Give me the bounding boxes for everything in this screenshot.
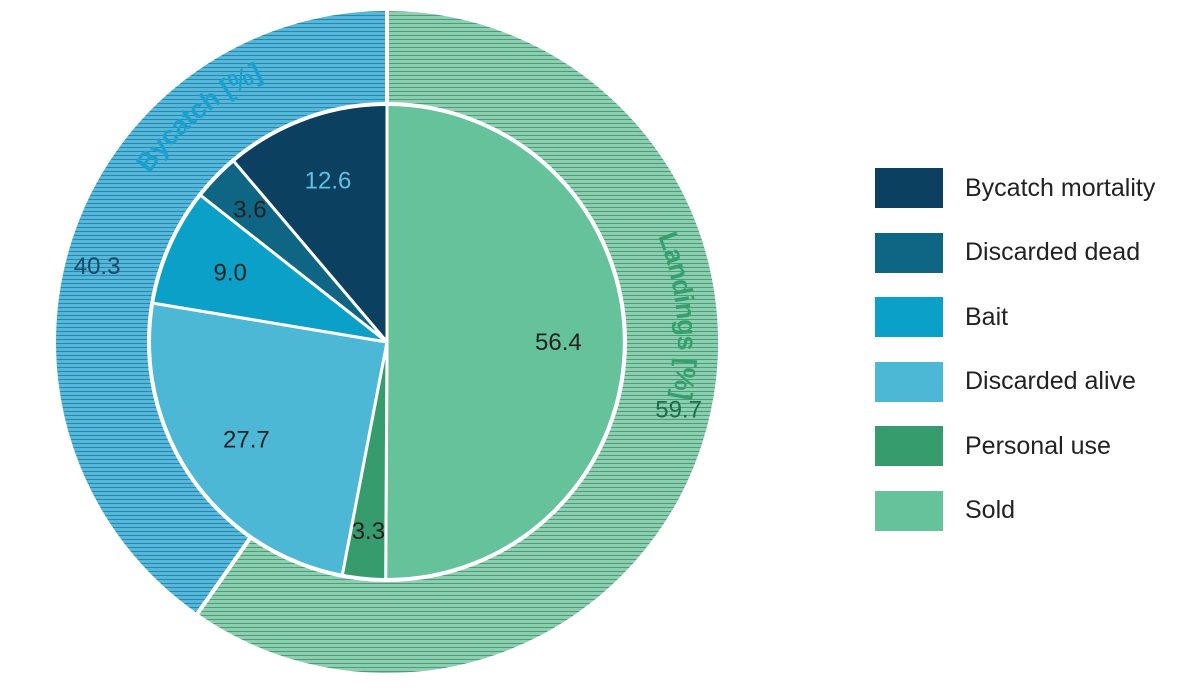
legend-item-sold: Sold (875, 490, 1155, 531)
legend-item-bycatch-mortality: Bycatch mortality (875, 168, 1155, 208)
legend-item-bait: Bait (875, 297, 1155, 337)
legend-label: Discarded alive (965, 367, 1136, 395)
legend-item-discarded-alive: Discarded alive (875, 361, 1155, 402)
inner-value-label-discarded-alive: 27.7 (223, 426, 270, 453)
legend-label: Personal use (965, 431, 1111, 460)
legend-swatch (875, 168, 943, 208)
outer-value-label-bycatch: 40.3 (74, 253, 121, 280)
inner-value-label-bait: 9.0 (214, 259, 247, 286)
legend-label: Discarded dead (965, 238, 1141, 266)
legend-label: Sold (965, 496, 1016, 524)
inner-value-label-sold: 56.4 (535, 329, 582, 356)
legend-swatch (875, 232, 943, 273)
legend-swatch (875, 297, 943, 337)
legend-label: Bycatch mortality (965, 173, 1156, 202)
legend-item-discarded-dead: Discarded dead (875, 232, 1155, 273)
inner-value-label-personal-use: 3.3 (352, 518, 385, 545)
outer-value-label-landings: 59.7 (655, 397, 702, 424)
inner-value-label-discarded-dead: 3.6 (233, 196, 266, 223)
legend-swatch (875, 426, 943, 466)
chart-legend: Bycatch mortality Discarded dead Bait Disca… (875, 168, 1155, 555)
inner-value-label-bycatch-mortality: 12.6 (305, 168, 352, 195)
inner-ring-border (147, 102, 627, 582)
legend-label: Bait (965, 302, 1009, 331)
legend-item-personal-use: Personal use (875, 426, 1155, 466)
legend-swatch (875, 490, 943, 531)
legend-swatch (875, 361, 943, 402)
